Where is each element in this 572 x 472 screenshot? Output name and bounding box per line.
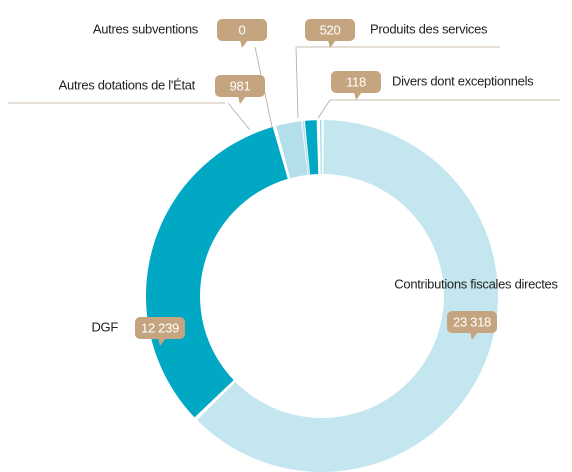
value-label: 23 318 (453, 314, 491, 329)
value-bubble: 520 (305, 19, 355, 48)
value-bubble: 23 318 (447, 311, 497, 340)
donut-segment (304, 120, 319, 175)
category-label: Autres dotations de l'État (59, 77, 196, 92)
bubble-tail (240, 40, 248, 48)
value-bubble: 0 (217, 19, 267, 48)
category-label: Autres subventions (93, 21, 199, 36)
value-label: 520 (320, 22, 341, 37)
bubble-box (217, 19, 267, 41)
value-bubble: 118 (331, 71, 381, 100)
bubble-box (135, 317, 185, 339)
bubble-tail (470, 332, 478, 340)
bubble-box (447, 311, 497, 333)
value-bubble: 981 (215, 75, 265, 104)
category-label: DGF (91, 319, 118, 334)
value-label: 0 (239, 22, 246, 37)
bubble-tail (328, 40, 336, 48)
bubble-box (305, 19, 355, 41)
bubble-tail (158, 338, 166, 346)
category-label: Produits des services (370, 21, 488, 36)
leader-line (317, 99, 331, 119)
value-bubble: 12 239 (135, 317, 185, 346)
category-label: Divers dont exceptionnels (392, 73, 534, 88)
donut-segment (276, 121, 308, 179)
value-label: 981 (230, 78, 251, 93)
category-label: Contributions fiscales directes (394, 276, 558, 291)
donut-segment (302, 120, 310, 175)
bubble-tail (354, 92, 362, 100)
leader-line (295, 46, 299, 119)
donut-segment (197, 120, 498, 472)
leader-line (227, 102, 251, 131)
bubble-box (215, 75, 265, 97)
donut-segment (320, 120, 322, 175)
leader-lines (8, 46, 560, 179)
value-label: 12 239 (141, 320, 179, 335)
value-label: 118 (346, 74, 366, 89)
bubble-box (331, 71, 381, 93)
bubble-tail (238, 96, 246, 104)
donut-segment (146, 127, 288, 418)
